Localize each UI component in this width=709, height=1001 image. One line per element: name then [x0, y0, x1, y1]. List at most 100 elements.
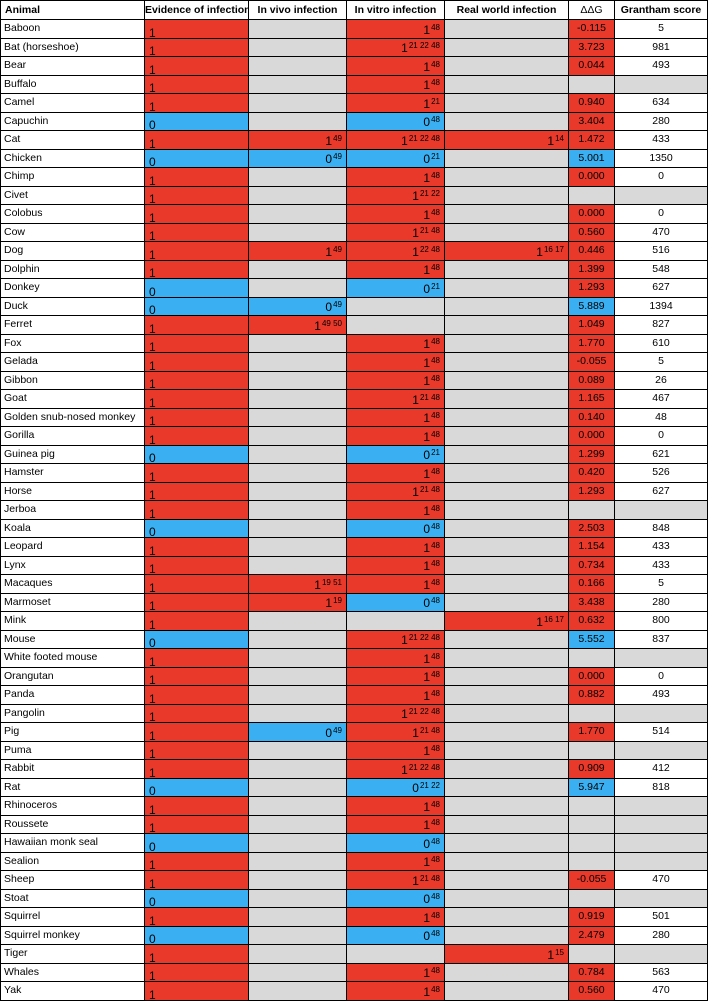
evidence-cell: 1 [144, 204, 249, 224]
table-row: Jerboa 1 148 [0, 500, 708, 520]
ddg-value: 1.049 [568, 315, 615, 335]
table-row: Roussete 1 148 [0, 814, 708, 834]
animal-name: Golden snub-nosed monkey [0, 407, 145, 427]
table-row: Pig 1 049 121 48 1.770 514 [0, 722, 708, 742]
in-vitro-reference: 48 [431, 596, 440, 605]
ddg-value: 0.560 [568, 222, 615, 242]
in-vitro-cell: 148 [346, 574, 445, 594]
evidence-value: 1 [149, 340, 156, 353]
in-vivo-value: 1 [325, 244, 333, 259]
evidence-cell: 1 [144, 685, 249, 705]
in-vitro-cell: 121 22 48 [346, 37, 445, 57]
evidence-value: 1 [149, 673, 156, 686]
in-vitro-reference: 21 [431, 448, 440, 457]
real-world-cell [444, 370, 569, 390]
in-vitro-reference: 48 [431, 836, 440, 846]
evidence-cell: 1 [144, 463, 249, 483]
evidence-cell: 1 [144, 611, 249, 631]
grantham-value: 516 [614, 241, 708, 261]
animal-name: Pangolin [0, 703, 145, 723]
ddg-value: 0.000 [568, 666, 615, 686]
in-vivo-cell [248, 19, 347, 39]
table-row: Rhinoceros 1 148 [0, 796, 708, 816]
ddg-value: -0.115 [568, 19, 615, 39]
in-vitro-value: 1 [423, 744, 431, 758]
in-vivo-reference: 49 [333, 725, 342, 735]
animal-name: Gorilla [0, 426, 145, 446]
in-vitro-value: 1 [423, 78, 431, 92]
evidence-value: 1 [149, 987, 156, 1000]
in-vitro-value: 1 [423, 577, 431, 592]
in-vitro-cell: 048 [346, 888, 445, 908]
table-row: Ferret 1 149 50 1.049 827 [0, 315, 708, 335]
in-vitro-reference: 48 [431, 411, 440, 420]
evidence-value: 1 [149, 691, 156, 704]
ddg-value: 5.889 [568, 296, 615, 316]
in-vitro-reference: 48 [431, 966, 440, 975]
in-vitro-cell: 121 48 [346, 222, 445, 242]
evidence-cell: 1 [144, 37, 249, 57]
table-row: Gorilla 1 148 0.000 0 [0, 426, 708, 446]
in-vivo-cell [248, 870, 347, 890]
ddg-value: 1.770 [568, 333, 615, 353]
real-world-value: 1 [547, 133, 555, 148]
animal-name: Buffalo [0, 74, 145, 94]
evidence-cell: 0 [144, 518, 249, 538]
in-vivo-cell [248, 426, 347, 446]
table-row: Mouse 0 121 22 48 5.552 837 [0, 629, 708, 649]
in-vitro-value: 1 [423, 355, 431, 370]
in-vivo-cell [248, 278, 347, 298]
header-animal: Animal [0, 0, 145, 20]
ddg-value: 1.299 [568, 444, 615, 464]
evidence-cell: 1 [144, 648, 249, 668]
in-vitro-value: 0 [423, 152, 431, 166]
grantham-value: 433 [614, 130, 708, 150]
evidence-value: 1 [149, 44, 156, 57]
in-vitro-cell: 021 [346, 278, 445, 298]
ddg-value: 3.438 [568, 592, 615, 612]
evidence-cell: 1 [144, 130, 249, 150]
grantham-value: 470 [614, 870, 708, 890]
real-world-cell [444, 777, 569, 797]
evidence-cell: 1 [144, 167, 249, 187]
real-world-cell [444, 629, 569, 649]
in-vitro-cell: 148 [346, 666, 445, 686]
grantham-value: 280 [614, 592, 708, 612]
in-vitro-value: 0 [423, 596, 431, 610]
animal-name: Koala [0, 518, 145, 538]
evidence-cell: 1 [144, 333, 249, 353]
animal-name: Baboon [0, 19, 145, 39]
grantham-value: 627 [614, 278, 708, 298]
in-vitro-cell: 048 [346, 925, 445, 945]
real-world-cell [444, 93, 569, 113]
table-row: Horse 1 121 48 1.293 627 [0, 481, 708, 501]
table-row: Duck 0 049 5.889 1394 [0, 296, 708, 316]
evidence-cell: 0 [144, 888, 249, 908]
grantham-value [614, 703, 708, 723]
real-world-cell [444, 204, 569, 224]
evidence-value: 1 [149, 913, 156, 926]
real-world-cell [444, 315, 569, 335]
evidence-cell: 1 [144, 944, 249, 964]
in-vivo-cell: 149 [248, 241, 347, 261]
evidence-value: 1 [149, 62, 156, 75]
in-vitro-value: 1 [423, 466, 431, 481]
evidence-cell: 1 [144, 241, 249, 261]
in-vitro-cell: 048 [346, 518, 445, 538]
animal-name: Camel [0, 93, 145, 113]
in-vitro-value: 1 [423, 503, 431, 518]
in-vitro-value: 0 [423, 448, 431, 462]
in-vitro-reference: 48 [431, 651, 440, 661]
grantham-value: 800 [614, 611, 708, 631]
in-vitro-value: 1 [423, 96, 431, 111]
ddg-value [568, 851, 615, 871]
table-row: White footed mouse 1 148 [0, 648, 708, 668]
table-row: Donkey 0 021 1.293 627 [0, 278, 708, 298]
evidence-cell: 1 [144, 555, 249, 575]
in-vivo-cell [248, 259, 347, 279]
in-vivo-value: 1 [314, 577, 321, 592]
in-vivo-cell [248, 407, 347, 427]
ddg-value: 1.770 [568, 722, 615, 742]
in-vitro-reference: 48 [431, 984, 440, 994]
real-world-cell [444, 518, 569, 538]
